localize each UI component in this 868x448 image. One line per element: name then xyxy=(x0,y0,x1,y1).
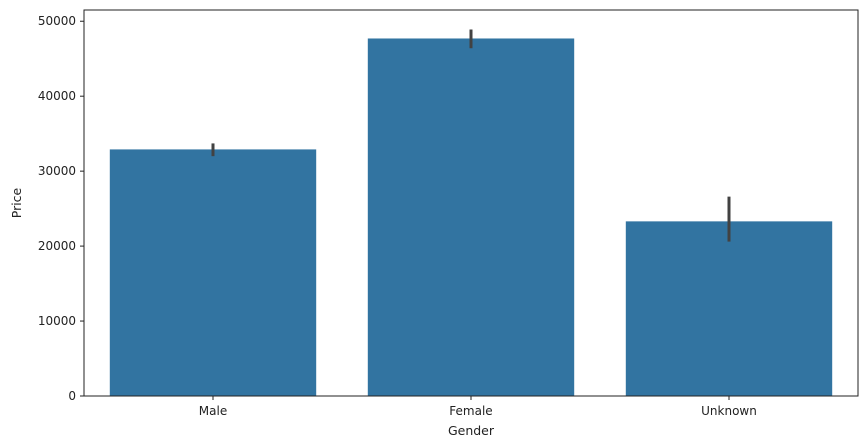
y-tick-label: 30000 xyxy=(38,164,76,178)
y-axis-label: Price xyxy=(9,187,24,218)
x-axis-ticks: Male Female Unknown xyxy=(199,396,757,418)
y-tick-label: 0 xyxy=(68,389,76,403)
y-tick-label: 50000 xyxy=(38,14,76,28)
bar-unknown xyxy=(625,221,833,396)
y-tick-label: 20000 xyxy=(38,239,76,253)
y-tick-label: 40000 xyxy=(38,89,76,103)
y-axis-ticks: 0 10000 20000 30000 40000 50000 xyxy=(38,14,84,403)
x-tick-label: Male xyxy=(199,404,227,418)
bar-female xyxy=(367,38,575,396)
y-tick-label: 10000 xyxy=(38,314,76,328)
x-tick-label: Female xyxy=(449,404,492,418)
bar-male xyxy=(109,149,317,396)
error-bars-group xyxy=(211,29,731,242)
x-axis-label: Gender xyxy=(448,423,495,438)
bars-group xyxy=(109,38,833,396)
x-tick-label: Unknown xyxy=(701,404,757,418)
